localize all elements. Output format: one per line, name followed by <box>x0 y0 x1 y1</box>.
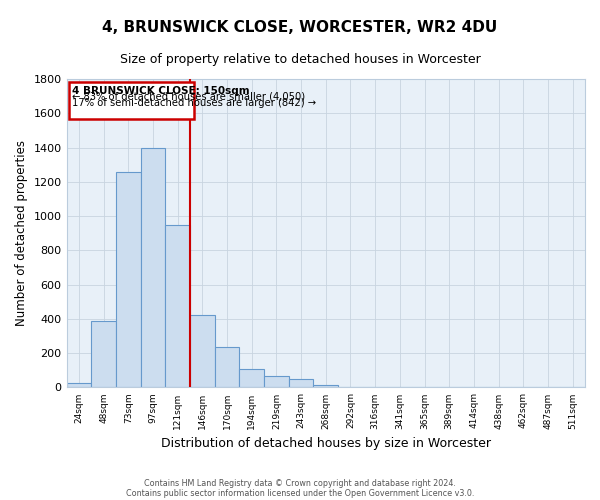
Bar <box>313 385 338 388</box>
Text: 4, BRUNSWICK CLOSE, WORCESTER, WR2 4DU: 4, BRUNSWICK CLOSE, WORCESTER, WR2 4DU <box>103 20 497 35</box>
Bar <box>116 172 140 388</box>
Bar <box>363 387 388 388</box>
Bar <box>91 320 116 388</box>
Text: 17% of semi-detached houses are larger (842) →: 17% of semi-detached houses are larger (… <box>72 98 316 108</box>
Text: Size of property relative to detached houses in Worcester: Size of property relative to detached ho… <box>119 52 481 66</box>
Text: ← 83% of detached houses are smaller (4,050): ← 83% of detached houses are smaller (4,… <box>72 92 305 102</box>
Bar <box>215 347 239 388</box>
Bar <box>67 383 91 388</box>
Bar <box>289 379 313 388</box>
X-axis label: Distribution of detached houses by size in Worcester: Distribution of detached houses by size … <box>161 437 491 450</box>
Text: Contains public sector information licensed under the Open Government Licence v3: Contains public sector information licen… <box>126 488 474 498</box>
Bar <box>140 148 165 388</box>
Bar <box>264 376 289 388</box>
Text: 4 BRUNSWICK CLOSE: 150sqm: 4 BRUNSWICK CLOSE: 150sqm <box>72 86 250 96</box>
Text: Contains HM Land Registry data © Crown copyright and database right 2024.: Contains HM Land Registry data © Crown c… <box>144 478 456 488</box>
Bar <box>239 368 264 388</box>
Bar <box>165 224 190 388</box>
Bar <box>190 316 215 388</box>
Y-axis label: Number of detached properties: Number of detached properties <box>15 140 28 326</box>
Bar <box>338 386 363 388</box>
FancyBboxPatch shape <box>68 82 194 119</box>
